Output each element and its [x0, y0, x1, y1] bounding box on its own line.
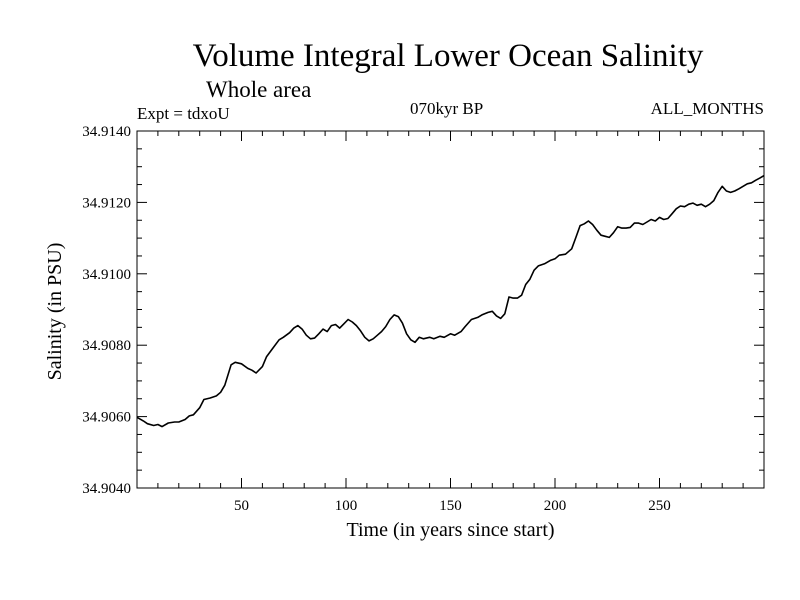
axis-ticks — [137, 131, 764, 488]
y-tick-label: 34.9120 — [82, 195, 131, 211]
y-tick-label: 34.9100 — [82, 267, 131, 283]
x-tick-label: 250 — [648, 498, 671, 514]
y-tick-label: 34.9060 — [82, 410, 131, 426]
x-tick-label: 150 — [439, 498, 462, 514]
series-line — [136, 174, 765, 428]
x-axis-label: Time (in years since start) — [346, 519, 554, 541]
y-axis-label: Salinity (in PSU) — [44, 243, 66, 381]
period-label: 070kyr BP — [410, 99, 484, 118]
months-label: ALL_MONTHS — [650, 99, 764, 118]
y-tick-label: 34.9040 — [82, 481, 131, 497]
axis-tick-labels: 50 100 150 200 250 34.9040 34.9060 34.9080 34.91… — [82, 124, 671, 514]
plot-frame — [136, 130, 765, 489]
experiment-label: Expt = tdxoU — [137, 104, 230, 123]
y-tick-label: 34.9140 — [82, 124, 131, 140]
chart-title: Volume Integral Lower Ocean Salinity — [192, 38, 704, 74]
x-tick-label: 50 — [234, 498, 249, 514]
chart-subtitle: Whole area — [206, 77, 312, 102]
x-tick-label: 200 — [544, 498, 567, 514]
x-tick-label: 100 — [335, 498, 358, 514]
y-tick-label: 34.9080 — [82, 338, 131, 354]
